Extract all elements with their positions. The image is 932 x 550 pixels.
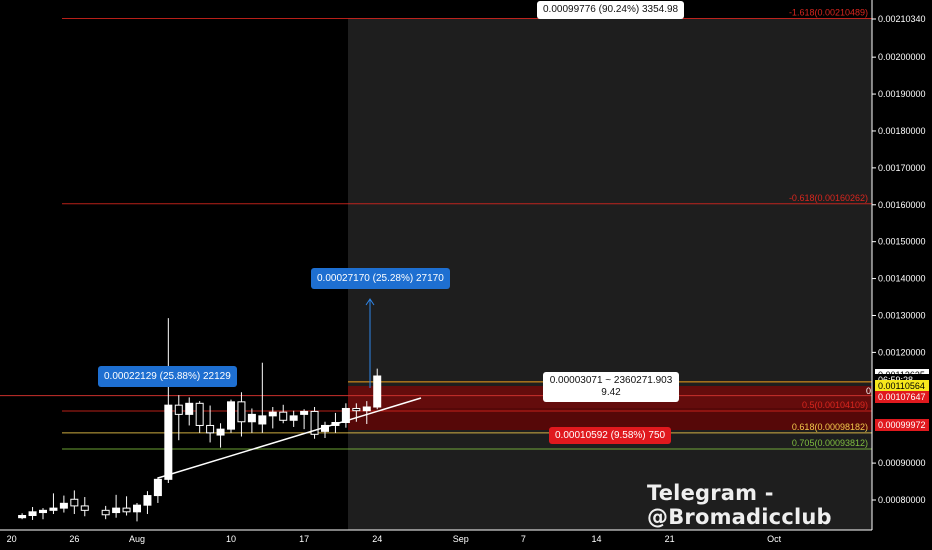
x-tick-label-10: Oct: [767, 534, 782, 544]
y-tick-label-2: 0.00190000: [878, 89, 926, 99]
price-tag-3: 0.00107647: [875, 390, 929, 403]
y-tick-label-9: 0.00120000: [878, 347, 926, 357]
candle-body-20: [237, 401, 246, 423]
price-axis-ticks: 0.00210340 0.00200000 0.00190000 0.00180000…: [872, 14, 926, 505]
y-tick-label-14: 0.00090000: [878, 458, 926, 468]
y-tick-label-15: 0.00080000: [878, 495, 926, 505]
x-tick-label-7: 7: [521, 534, 526, 544]
candle-body-9: [122, 507, 131, 513]
candle-body-19: [227, 401, 235, 430]
price-tag-4: 0.00099972: [875, 419, 929, 432]
callout-range-line2: 9.42: [601, 387, 621, 398]
x-tick-label-2: Aug: [129, 534, 145, 544]
y-tick-label-6: 0.00150000: [878, 237, 926, 247]
x-tick-label-9: 21: [665, 534, 675, 544]
candle-body-8: [112, 507, 121, 514]
price-axis-bg: [872, 0, 932, 550]
y-tick-label-4: 0.00170000: [878, 163, 926, 173]
x-tick-label-6: Sep: [453, 534, 469, 544]
candle-body-24: [279, 411, 288, 421]
candle-body-27: [310, 410, 319, 435]
projection-arrow: [365, 298, 375, 388]
candle-body-15: [185, 402, 194, 415]
candle-body-4: [59, 502, 68, 509]
candle-body-1: [28, 511, 37, 516]
callout-blue-right: 0.00027170 (25.28%) 27170: [311, 268, 450, 289]
x-tick-label-1: 26: [69, 534, 79, 544]
y-tick-label-1: 0.00200000: [878, 52, 926, 62]
candle-body-25: [289, 415, 298, 421]
candle-body-16: [195, 402, 204, 426]
fib-label-3: 0.618(0.00098182): [792, 422, 868, 432]
candle-body-5: [70, 498, 79, 507]
y-tick-label-3: 0.00180000: [878, 126, 926, 136]
candle-body-10: [133, 504, 141, 513]
candle-body-22: [258, 415, 267, 425]
x-tick-label-0: 20: [7, 534, 17, 544]
callout-red: 0.00010592 (9.58%) 750: [549, 427, 672, 444]
candle-body-7: [101, 509, 110, 516]
watermark-telegram: Telegram - @Bromadicclub: [647, 481, 832, 529]
candle-body-26: [300, 410, 309, 415]
candle-body-0: [18, 514, 27, 519]
fib-label-0: -1.618(0.00210489): [789, 7, 868, 17]
y-tick-label-0: 0.00210340: [878, 14, 926, 24]
candle-body-21: [247, 413, 256, 423]
y-tick-label-8: 0.00130000: [878, 310, 926, 320]
price-tag-2: 0.00110564: [875, 380, 929, 393]
ascending-trendline[interactable]: [157, 397, 422, 479]
x-tick-label-3: 10: [226, 534, 236, 544]
candle-body-3: [49, 507, 58, 511]
x-tick-label-8: 14: [592, 534, 602, 544]
candle-body-13: [164, 404, 173, 480]
candle-body-17: [206, 424, 215, 434]
candle-body-14: [174, 404, 183, 415]
x-tick-label-4: 17: [299, 534, 309, 544]
x-tick-label-5: 24: [372, 534, 382, 544]
candle-body-11: [143, 495, 152, 506]
callout-range-line1: 0.00003071 ~ 2360271.903: [549, 375, 673, 386]
candle-body-12: [153, 478, 162, 497]
axis-corner-label: 0: [866, 386, 872, 396]
y-tick-label-5: 0.00160000: [878, 200, 926, 210]
time-axis-ticks: 20 26 Aug 10 17 24 Sep 7 14 21 Oct: [7, 534, 782, 544]
candle-body-30: [341, 407, 350, 424]
candle-body-18: [216, 428, 225, 436]
candles: [18, 318, 382, 522]
candle-body-33: [373, 375, 382, 408]
callout-top: 0.00099776 (90.24%) 3354.98: [537, 1, 685, 19]
candle-body-32: [362, 406, 371, 412]
fib-label-2: 0.5(0.00104109): [802, 400, 868, 410]
candle-body-2: [39, 509, 47, 514]
fib-label-1: -0.618(0.00160262): [789, 193, 868, 203]
callout-range: 0.00003071 ~ 2360271.903 9.42: [543, 372, 679, 402]
candle-body-31: [352, 407, 361, 412]
candle-body-23: [268, 411, 277, 417]
callout-blue-left: 0.00022129 (25.88%) 22129: [98, 366, 237, 387]
candle-body-6: [80, 505, 89, 511]
fib-label-4: 0.705(0.00093812): [792, 438, 868, 448]
stop-zone-dark: [348, 408, 872, 430]
y-tick-label-7: 0.00140000: [878, 274, 926, 284]
